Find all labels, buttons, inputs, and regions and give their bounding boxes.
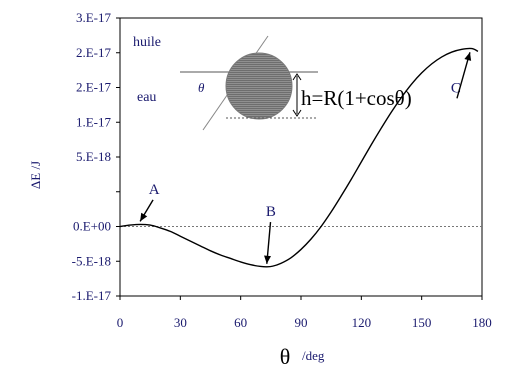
y-tick-label: 2.E-17	[76, 80, 112, 95]
y-tick-label: 0.E+00	[73, 219, 111, 234]
y-tick-label: 2.E-17	[76, 45, 112, 60]
annotation-arrow-head	[464, 52, 472, 61]
annotation-label: B	[266, 204, 276, 220]
x-tick-label: 180	[472, 315, 492, 330]
inset-formula: h=R(1+cosθ)	[301, 86, 412, 110]
annotation-arrow-head	[140, 212, 148, 222]
inset-diagram: huile eau θ h=R(1+cosθ)	[133, 35, 412, 131]
x-tick-label: 150	[412, 315, 432, 330]
x-axis-label: θ	[280, 344, 291, 369]
x-tick-label: 60	[234, 315, 247, 330]
y-tick-label: -5.E-18	[72, 253, 111, 268]
annotation-label: A	[149, 182, 160, 198]
x-tick-label: 90	[295, 315, 308, 330]
inset-top-phase: huile	[133, 35, 161, 50]
x-tick-label: 0	[117, 315, 124, 330]
y-tick-label: 5.E-18	[76, 149, 111, 164]
height-arrow-top-head	[292, 73, 302, 81]
inset-angle-label: θ	[198, 80, 205, 95]
x-tick-label: 30	[174, 315, 187, 330]
y-axis-label: ΔE /J	[28, 161, 43, 189]
particle-circle	[225, 52, 293, 120]
inset-bottom-phase: eau	[137, 90, 156, 105]
annotation-arrow-head	[264, 255, 272, 264]
x-axis-unit: /deg	[302, 348, 325, 363]
y-tick-label: -1.E-17	[72, 288, 112, 303]
series-line	[119, 47, 479, 268]
height-arrow-bottom-head	[292, 109, 302, 117]
x-tick-label: 120	[352, 315, 372, 330]
annotation-label: C	[451, 80, 461, 96]
y-tick-label: 3.E-17	[76, 10, 112, 25]
y-tick-label: 1.E-17	[76, 114, 112, 129]
plot-area	[119, 17, 483, 297]
